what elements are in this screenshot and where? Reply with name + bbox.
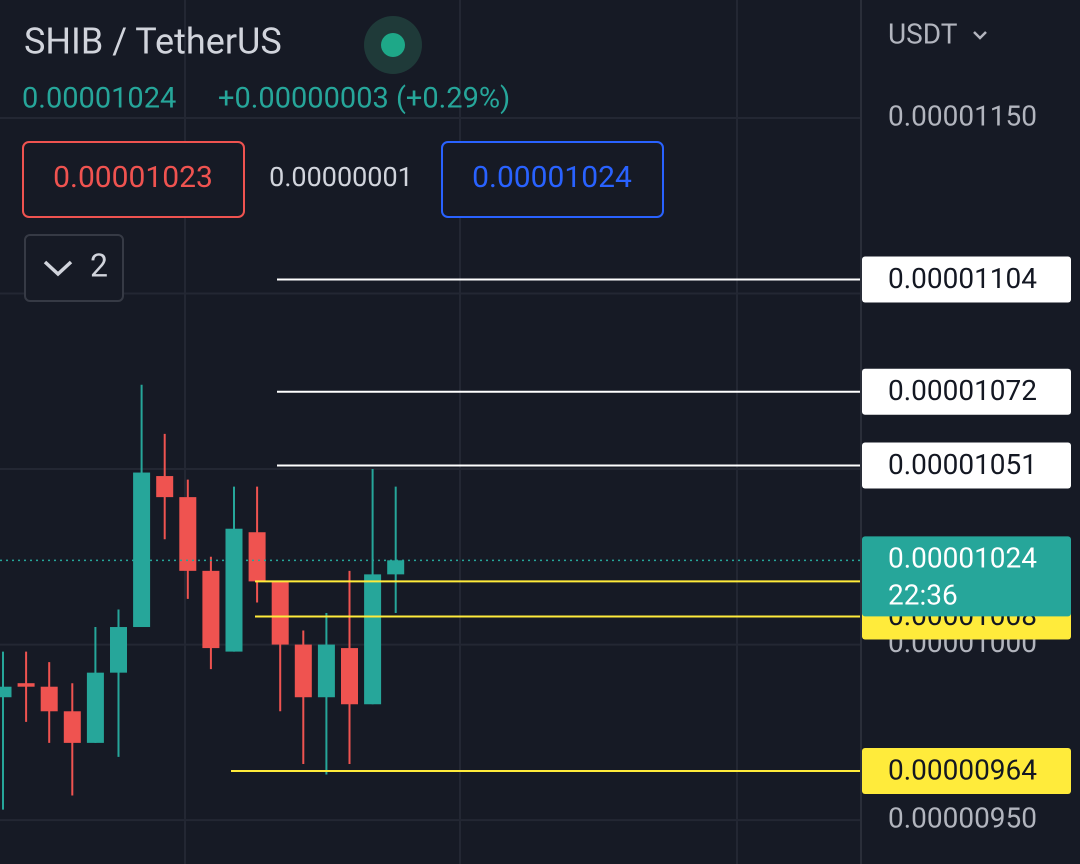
- spread: 0.00000001: [269, 161, 413, 193]
- level-label: 0.00001051: [888, 448, 1037, 481]
- candle-body: [18, 683, 35, 687]
- level-label: 0.00001072: [888, 374, 1037, 407]
- ask-price: 0.00001024: [472, 160, 632, 195]
- candle-body: [41, 687, 58, 712]
- candle-body: [0, 687, 12, 698]
- candle-body: [110, 627, 127, 673]
- price-change: +0.00000003 (+0.29%): [218, 82, 510, 116]
- currency-selector[interactable]: USDT: [888, 17, 958, 50]
- candle-body: [226, 529, 243, 652]
- candle-body: [133, 473, 150, 627]
- status-dot: [381, 33, 405, 57]
- y-tick-label: 0.00000950: [888, 802, 1037, 835]
- collapse-count: 2: [90, 246, 108, 284]
- candle-body: [387, 560, 404, 574]
- last-price-label: 0.00001024: [888, 542, 1037, 575]
- candle-body: [156, 476, 173, 497]
- level-label: 0.00001104: [888, 262, 1037, 295]
- last-price: 0.00001024: [22, 82, 176, 116]
- level-label: 0.00000964: [888, 753, 1037, 786]
- countdown-label: 22:36: [888, 579, 958, 612]
- candle-body: [64, 711, 81, 743]
- candle-body: [295, 645, 312, 698]
- candle-body: [249, 532, 266, 581]
- candle-body: [87, 673, 104, 743]
- collapse-button[interactable]: [25, 235, 123, 301]
- candle-body: [341, 648, 358, 704]
- bid-price: 0.00001023: [53, 160, 213, 195]
- y-tick-label: 0.00001150: [888, 99, 1037, 132]
- candle-body: [318, 645, 335, 698]
- candle-body: [272, 581, 289, 644]
- candle-body: [202, 571, 219, 648]
- candle-body: [364, 574, 381, 704]
- symbol-title: SHIB / TetherUS: [24, 21, 282, 63]
